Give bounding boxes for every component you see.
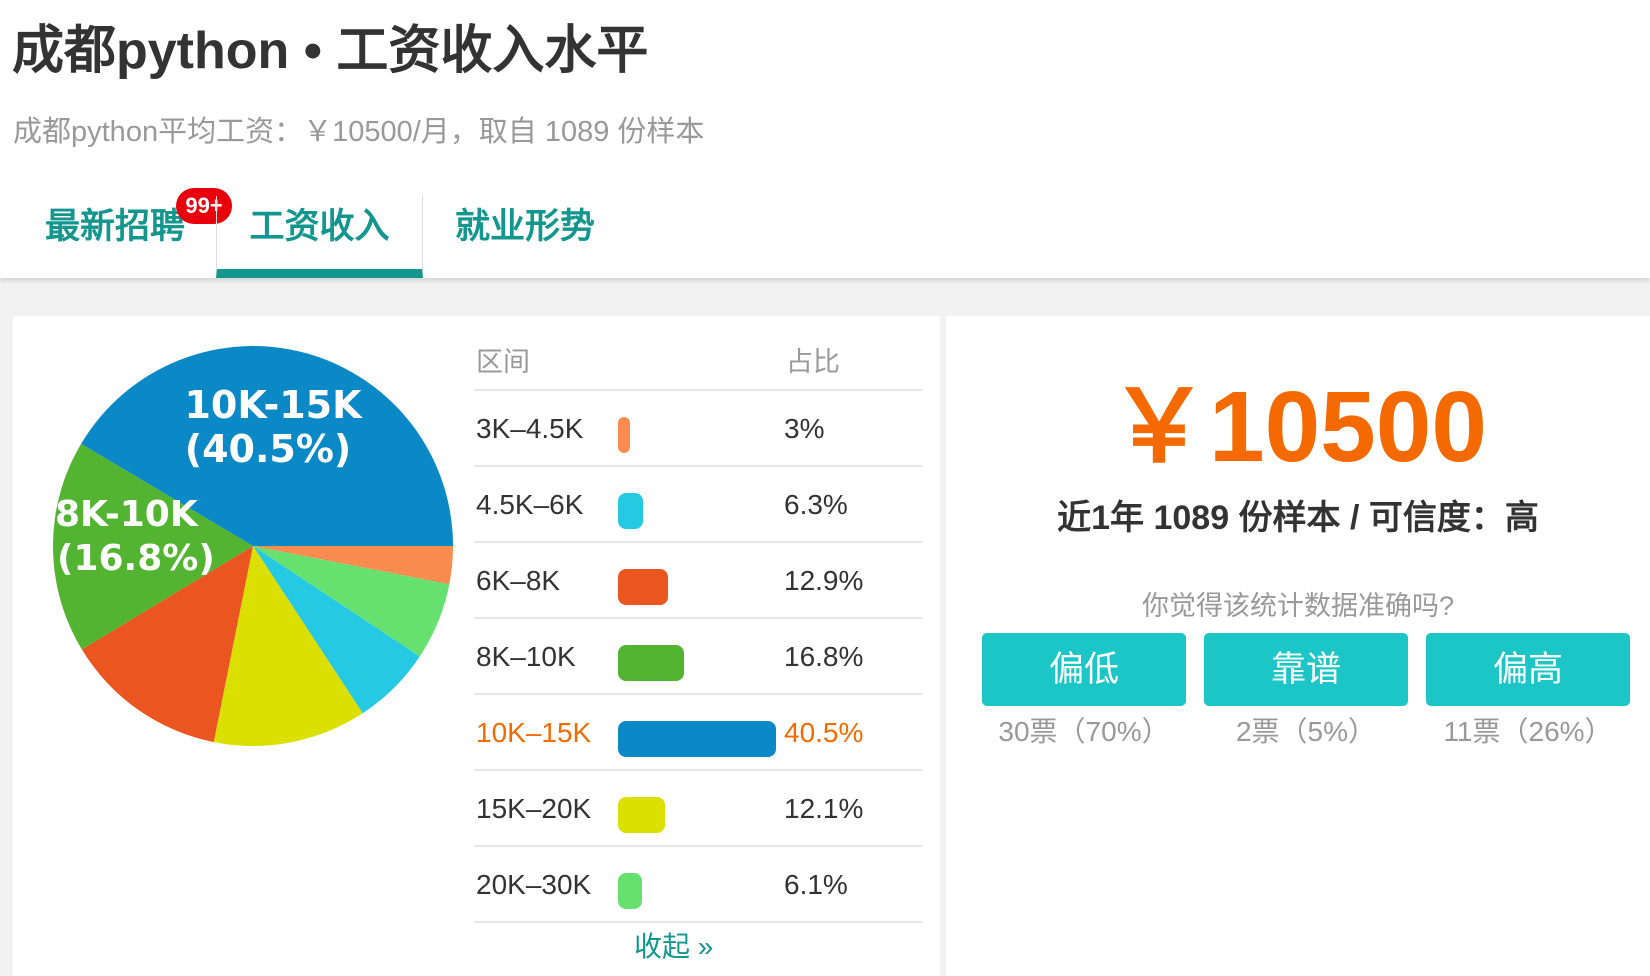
divider [474, 921, 922, 923]
tab-employment-trend[interactable]: 就业形势 [454, 207, 595, 246]
share-value: 40.5% [784, 717, 864, 748]
share-value: 3% [784, 413, 825, 444]
vote-high-button[interactable]: 偏高 [1426, 633, 1630, 706]
pie-slice-10K-15K [81, 346, 453, 546]
pie-slice-6K-8K [81, 546, 253, 743]
vote-low-button[interactable]: 偏低 [982, 633, 1186, 706]
page-subtitle: 成都python平均工资：￥10500/月，取自 1089 份样本 [13, 116, 705, 148]
header: 成都python • 工资收入水平 成都python平均工资：￥10500/月，… [0, 0, 1650, 278]
page-title: 成都python • 工资收入水平 [12, 22, 649, 80]
share-bar [618, 721, 776, 757]
range-label: 20K–30K [476, 869, 592, 900]
range-label: 10K–15K [476, 717, 592, 748]
table-row: 4.5K–6K 6.3% [474, 465, 922, 541]
pie-label-10k-15k-pct: (40.5%) [185, 427, 352, 471]
range-label: 6K–8K [476, 565, 561, 596]
share-bar [618, 417, 630, 453]
vote-low-count: 30票（70%） [998, 716, 1170, 747]
share-bar [618, 873, 642, 909]
pie-slice-4.5K-6K [253, 546, 420, 714]
pie-slice-15K-20K [213, 546, 363, 746]
table-row: 20K–30K 6.1% [474, 845, 922, 921]
tab-salary[interactable]: 工资收入 [216, 196, 423, 278]
range-label: 15K–20K [476, 793, 592, 824]
distribution-panel: 10K-15K (40.5%) 8K-10K (16.8%) [13, 316, 940, 976]
vote-reliable-button[interactable]: 靠谱 [1204, 633, 1408, 706]
table-row: 3K–4.5K 3% [474, 389, 922, 465]
table-row: 10K–15K 40.5% [474, 693, 922, 769]
share-bar [618, 493, 643, 529]
table-row: 6K–8K 12.9% [474, 541, 922, 617]
share-bar [618, 569, 669, 605]
pie-label-8k-10k: 8K-10K [55, 494, 199, 535]
pie-slice-20K-30K [253, 546, 450, 657]
share-value: 16.8% [784, 641, 864, 672]
share-bar [618, 797, 666, 833]
vote-high-count: 11票（26%） [1443, 716, 1613, 747]
share-value: 6.1% [784, 869, 848, 900]
vote-reliable-count: 2票（5%） [1235, 716, 1377, 747]
table-row: 8K–10K 16.8% [474, 617, 922, 693]
sample-info: 近1年 1089 份样本 / 可信度：高 [1057, 499, 1539, 537]
table-row: 15K–20K 12.1% [474, 769, 922, 845]
range-label: 8K–10K [476, 641, 576, 672]
share-value: 12.1% [784, 793, 864, 824]
range-column-header: 区间 [476, 347, 530, 377]
share-value: 6.3% [784, 489, 848, 520]
salary-pie-chart: 10K-15K (40.5%) 8K-10K (16.8%) [52, 346, 453, 746]
collapse-link[interactable]: 收起 » [634, 931, 714, 962]
range-label: 3K–4.5K [476, 413, 584, 444]
pie-slice-3K-4.5K [253, 546, 453, 585]
tab-latest-jobs[interactable]: 最新招聘 [44, 207, 185, 246]
accuracy-question: 你觉得该统计数据准确吗? [1141, 591, 1454, 621]
share-bar [618, 645, 684, 681]
range-label: 4.5K–6K [476, 489, 584, 520]
pie-label-8k-10k-pct: (16.8%) [57, 538, 215, 579]
share-column-header: 占比 [786, 347, 840, 377]
pie-slice-8K-10K [52, 443, 253, 650]
average-salary: ￥10500 [1108, 371, 1488, 483]
pie-label-10k-15k: 10K-15K [184, 383, 363, 427]
share-value: 12.9% [784, 565, 864, 596]
